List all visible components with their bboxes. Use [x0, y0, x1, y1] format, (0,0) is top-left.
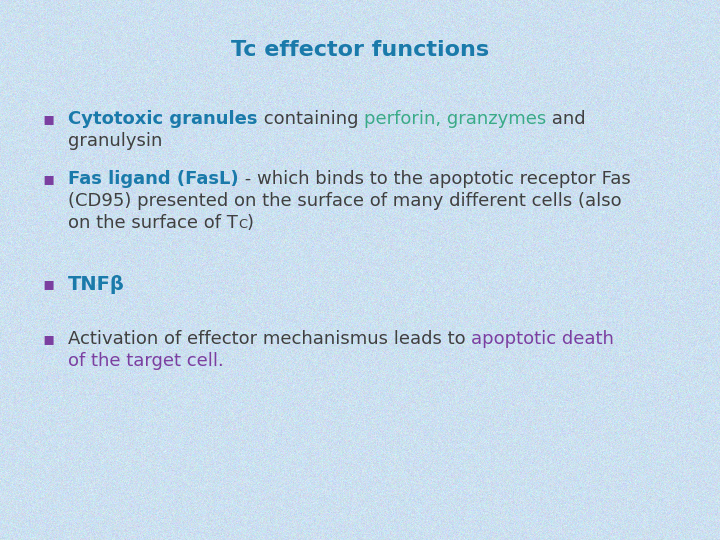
Text: ): ): [247, 214, 254, 232]
Text: ▪: ▪: [42, 275, 54, 293]
Text: granulysin: granulysin: [68, 132, 163, 150]
Text: apoptotic death: apoptotic death: [472, 330, 614, 348]
Text: Tc effector functions: Tc effector functions: [231, 40, 489, 60]
Text: ▪: ▪: [42, 330, 54, 348]
Text: and: and: [546, 110, 585, 128]
Text: of the target cell.: of the target cell.: [68, 352, 224, 370]
Text: ▪: ▪: [42, 110, 54, 128]
Text: Activation of effector mechanismus leads to: Activation of effector mechanismus leads…: [68, 330, 472, 348]
Text: on the surface of T: on the surface of T: [68, 214, 238, 232]
Text: Cytotoxic granules: Cytotoxic granules: [68, 110, 258, 128]
Text: TNFβ: TNFβ: [68, 275, 125, 294]
Text: containing: containing: [258, 110, 364, 128]
Text: - which binds to the apoptotic receptor Fas: - which binds to the apoptotic receptor …: [238, 170, 631, 188]
Text: C: C: [238, 218, 247, 231]
Text: Fas ligand (FasL): Fas ligand (FasL): [68, 170, 238, 188]
Text: perforin, granzymes: perforin, granzymes: [364, 110, 546, 128]
Text: ▪: ▪: [42, 170, 54, 188]
Text: (CD95) presented on the surface of many different cells (also: (CD95) presented on the surface of many …: [68, 192, 621, 210]
